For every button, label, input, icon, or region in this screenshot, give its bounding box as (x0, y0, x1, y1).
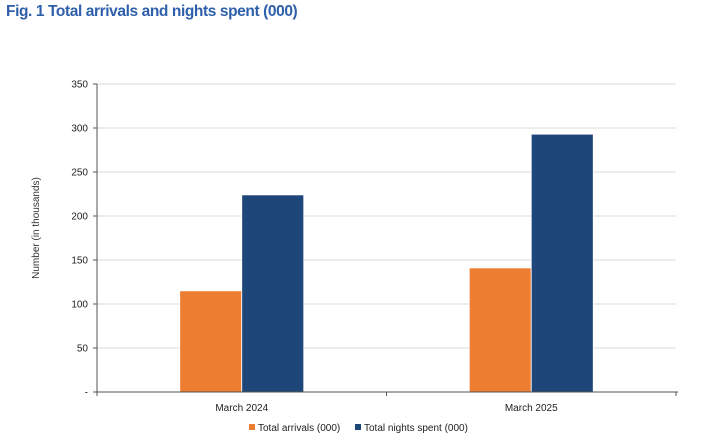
x-tick-label: March 2025 (505, 403, 558, 414)
x-tick-labels: March 2024 March 2025 (215, 403, 558, 414)
legend-label: Total arrivals (000) (258, 423, 340, 434)
y-tick-label: - (85, 388, 88, 399)
bars (179, 133, 594, 393)
x-tick-label: March 2024 (215, 403, 268, 414)
y-tick-label: 150 (71, 256, 88, 267)
y-tick-label: 100 (71, 300, 88, 311)
y-tick-label: 350 (71, 80, 88, 91)
bar-arrivals (468, 267, 532, 393)
y-tick-label: 200 (71, 212, 88, 223)
figure-title: Fig. 1 Total arrivals and nights spent (… (6, 3, 298, 20)
y-tick-label: 300 (71, 124, 88, 135)
legend: Total arrivals (000) Total nights spent (… (249, 423, 468, 434)
bar-arrivals (179, 290, 243, 393)
y-axis-label: Number (in thousands) (31, 177, 42, 279)
legend-swatch (355, 424, 361, 430)
legend-swatch (249, 424, 255, 430)
y-tick-label: 250 (71, 168, 88, 179)
bar-nights (241, 194, 305, 393)
y-tick-labels: - 50 100 150 200 250 300 350 (71, 80, 88, 399)
axes (93, 83, 678, 396)
y-tick-label: 50 (77, 344, 89, 355)
bar-nights (530, 133, 594, 393)
legend-label: Total nights spent (000) (364, 423, 468, 434)
